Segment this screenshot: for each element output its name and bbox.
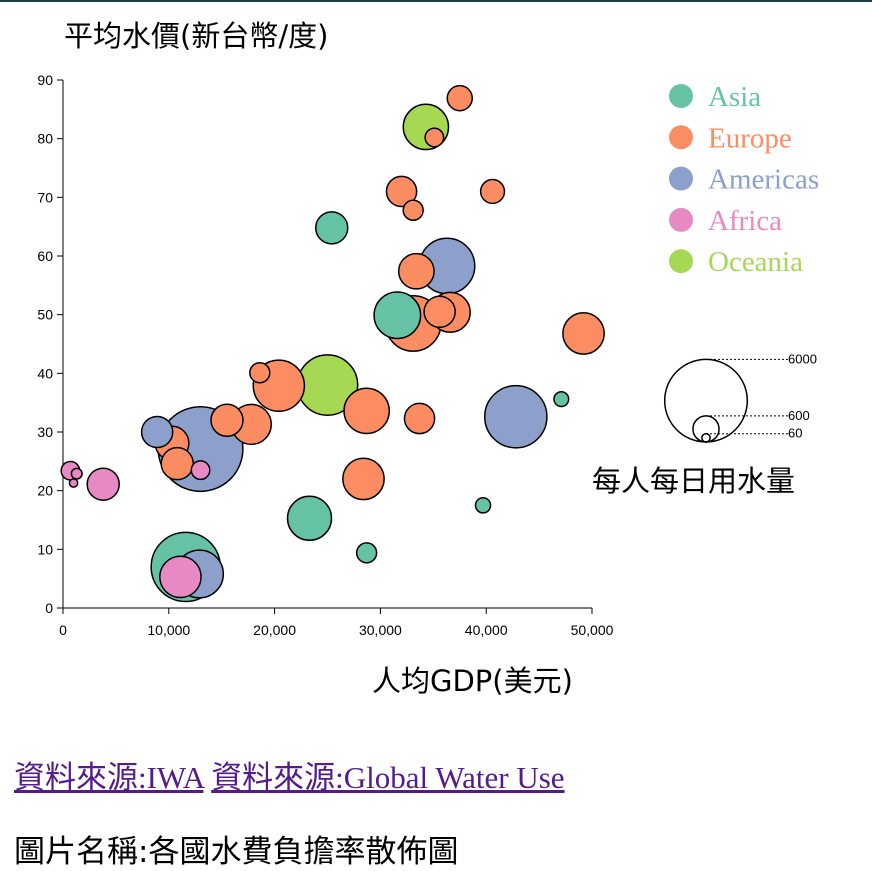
bubble-africa bbox=[68, 478, 79, 488]
bubble-asia bbox=[373, 291, 422, 340]
size-legend-value: 60 bbox=[788, 426, 802, 441]
bubble-europe bbox=[403, 402, 436, 435]
bubble-europe bbox=[479, 178, 506, 205]
y-tick-label: 80 bbox=[37, 131, 53, 147]
bubble-americas bbox=[140, 415, 174, 449]
x-tick-label: 50,000 bbox=[571, 622, 614, 638]
bubble-asia bbox=[314, 211, 349, 245]
legend-swatch-americas bbox=[669, 166, 693, 191]
y-axis-title: 平均水價(新台幣/度) bbox=[64, 19, 328, 53]
y-tick-label: 30 bbox=[37, 424, 53, 440]
bubble-africa bbox=[190, 460, 211, 481]
x-tick-label: 30,000 bbox=[359, 622, 402, 638]
bubbles-layer bbox=[60, 84, 605, 603]
x-tick-label: 20,000 bbox=[253, 622, 296, 638]
bubble-europe bbox=[423, 295, 456, 329]
bubble-africa bbox=[159, 555, 202, 599]
legend-swatch-asia bbox=[669, 84, 693, 108]
bubble-chart: 平均水價(新台幣/度) 0 10,000 20,000 30,000 40,000 50,… bbox=[37, 19, 819, 698]
x-tick-label: 0 bbox=[59, 622, 67, 638]
source-link-global-water-use[interactable]: 資料來源:Global Water Use bbox=[211, 760, 565, 795]
size-legend: 每人每日用水量 6000 600 60 bbox=[592, 351, 817, 498]
bubble-asia bbox=[553, 391, 570, 408]
source-link-iwa[interactable]: 資料來源:IWA bbox=[14, 760, 204, 795]
legend-label-asia: Asia bbox=[708, 81, 761, 113]
bubble-europe bbox=[160, 446, 195, 481]
bubble-europe bbox=[397, 252, 435, 290]
y-tick-label: 90 bbox=[37, 72, 53, 88]
y-tick-label: 40 bbox=[37, 365, 53, 381]
size-legend-circle bbox=[701, 432, 711, 443]
size-legend-circle bbox=[692, 415, 720, 443]
y-tick-label: 60 bbox=[37, 248, 53, 264]
x-tick-label: 40,000 bbox=[465, 622, 508, 638]
bubble-asia bbox=[355, 542, 378, 564]
y-tick-label: 10 bbox=[37, 541, 53, 557]
legend-label-europe: Europe bbox=[708, 122, 792, 154]
legend-label-americas: Americas bbox=[708, 164, 819, 196]
x-axis-title: 人均GDP(美元) bbox=[372, 664, 573, 698]
bubble-africa bbox=[86, 467, 120, 501]
size-legend-title: 每人每日用水量 bbox=[592, 464, 795, 498]
source-links: 資料來源:IWA 資料來源:Global Water Use bbox=[14, 752, 565, 797]
y-tick-label: 70 bbox=[37, 189, 53, 205]
bubble-europe bbox=[342, 457, 385, 501]
bubble-africa bbox=[70, 467, 83, 480]
legend-swatch-africa bbox=[669, 207, 693, 232]
figure-caption: 圖片名稱:各國水費負擔率散佈圖 bbox=[14, 834, 459, 870]
legend-label-africa: Africa bbox=[708, 205, 782, 237]
bubble-europe bbox=[385, 175, 418, 208]
size-legend-value: 6000 bbox=[788, 351, 817, 366]
legend-swatch-europe bbox=[669, 125, 693, 150]
legend-swatch-oceania bbox=[669, 249, 693, 274]
bubble-europe bbox=[424, 127, 445, 148]
top-border bbox=[0, 0, 872, 2]
bubble-europe bbox=[402, 199, 424, 221]
bubble-asia bbox=[286, 495, 333, 541]
size-legend-circle bbox=[663, 358, 749, 443]
size-legend-value: 600 bbox=[788, 408, 810, 423]
y-tick-label: 20 bbox=[37, 483, 53, 499]
axes: 0 10,000 20,000 30,000 40,000 50,000 0 10 20 30 40… bbox=[37, 72, 613, 638]
bubble-europe bbox=[562, 312, 605, 355]
legend: Asia Europe Americas Africa Oceania bbox=[669, 81, 819, 278]
y-tick-label: 50 bbox=[37, 307, 53, 323]
bubble-europe bbox=[249, 362, 271, 384]
bubble-europe bbox=[210, 403, 244, 438]
legend-label-oceania: Oceania bbox=[708, 246, 803, 278]
y-tick-label: 0 bbox=[45, 600, 53, 616]
bubble-americas bbox=[483, 384, 548, 449]
bubble-asia bbox=[474, 497, 492, 514]
bubble-europe bbox=[343, 387, 391, 435]
bubble-europe bbox=[446, 84, 474, 112]
x-tick-label: 10,000 bbox=[147, 622, 190, 638]
